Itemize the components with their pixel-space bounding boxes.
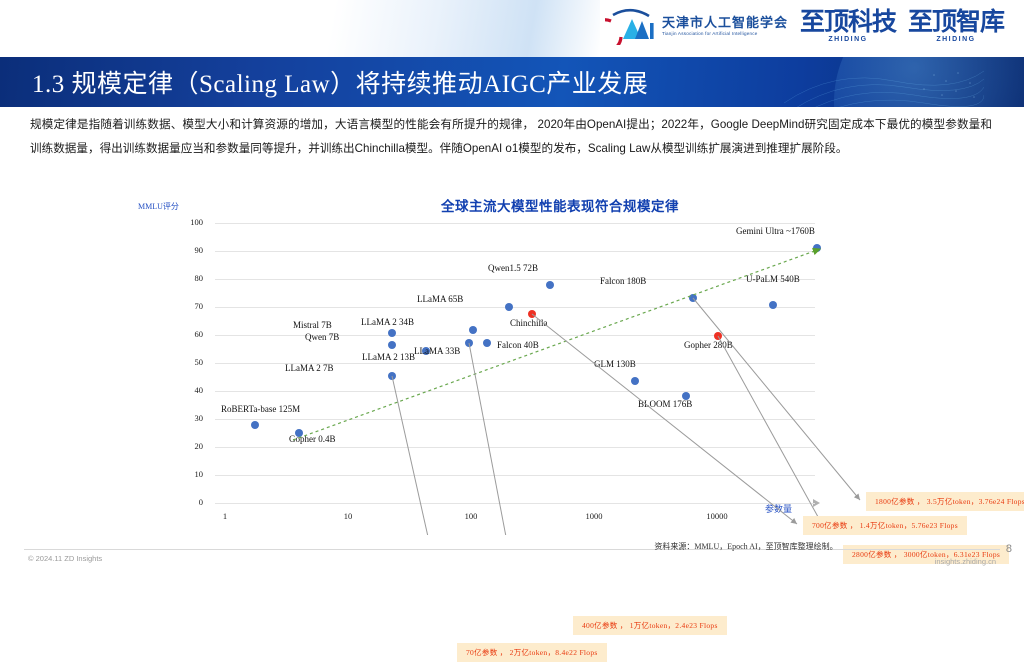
footer-divider — [24, 549, 1000, 550]
data-point-label: Gopher 280B — [684, 340, 733, 350]
data-point-label: GLM 130B — [594, 359, 636, 369]
data-point-label: BLOOM 176B — [638, 399, 693, 409]
data-point-label: U-PaLM 540B — [746, 274, 800, 284]
y-axis-tick: 10 — [194, 469, 204, 479]
data-point — [465, 339, 473, 347]
body-paragraph: 规模定律是指随着训练数据、模型大小和计算资源的增加，大语言模型的性能会有所提升的… — [30, 118, 992, 155]
data-point-label: Mistral 7B — [293, 320, 332, 330]
data-point — [505, 303, 513, 311]
y-axis-tick: 0 — [198, 497, 203, 507]
page-title: 1.3 规模定律（Scaling Law）将持续推动AIGC产业发展 — [32, 71, 649, 98]
y-axis-tick: 100 — [190, 217, 203, 227]
chart-title: 全球主流大模型性能表现符合规模定律 — [441, 199, 679, 214]
y-axis-tick: 30 — [194, 413, 204, 423]
x-axis-tick: 10000 — [706, 511, 728, 521]
y-axis-tick: 50 — [194, 357, 204, 367]
data-point-label: LLaMA 2 34B — [361, 317, 414, 327]
data-point — [388, 341, 396, 349]
header-band: 天津市人工智能学会 Tianjin Association for Artifi… — [0, 0, 1024, 57]
footer-copyright: © 2024.11 ZD Insights — [28, 554, 103, 563]
taai-name-cn: 天津市人工智能学会 — [661, 14, 788, 30]
globe-decoration — [834, 57, 1024, 107]
gridline — [215, 475, 815, 476]
data-point-label: Gopher 0.4B — [289, 434, 336, 444]
data-point — [813, 244, 821, 252]
data-point — [528, 310, 536, 318]
data-point — [546, 281, 554, 289]
data-point-label: LLaMA 33B — [414, 346, 461, 356]
y-axis-tick: 40 — [194, 385, 204, 395]
logo-group: 天津市人工智能学会 Tianjin Association for Artifi… — [587, 7, 1005, 54]
data-point — [714, 332, 722, 340]
annotation-callout: 1800亿参数 ， 3.5万亿token，3.76e24 Flops — [866, 492, 1024, 511]
taai-mark-icon — [587, 7, 657, 54]
zhiding-thinktank-logo: 至顶智库 ZHIDING — [907, 8, 1005, 43]
gridline — [215, 447, 815, 448]
annotation-callout: 70亿参数 ， 2万亿token，8.4e22 Flops — [457, 643, 607, 662]
data-point-label: Falcon 180B — [600, 276, 647, 286]
annotation-callout: 400亿参数 ， 1万亿token，2.4e23 Flops — [573, 616, 727, 635]
scatter-chart: 全球主流大模型性能表现符合规模定律 MMLU评分 参数量 0 10 20 30 40 50… — [130, 195, 1024, 662]
gridline — [215, 391, 815, 392]
data-point — [483, 339, 491, 347]
zhiding-thinktank-name: 至顶智库 — [907, 8, 1005, 36]
y-axis-label: MMLU评分 — [138, 202, 179, 211]
data-point-label: Qwen1.5 72B — [488, 263, 538, 273]
x-axis-tick: 100 — [464, 511, 478, 521]
gridline — [215, 419, 815, 420]
footer-source: 资料来源：MMLU，Epoch AI，至顶智库整理绘制。 — [654, 542, 838, 551]
y-axis-tick: 60 — [194, 329, 204, 339]
taai-name-en: Tianjin Association for Artificial Intel… — [661, 30, 758, 36]
data-point — [769, 301, 777, 309]
gridline — [215, 223, 815, 224]
page-number: 8 — [1005, 543, 1012, 555]
x-axis-tick: 1000 — [585, 511, 603, 521]
gridline — [215, 503, 815, 504]
y-axis-tick: 80 — [194, 273, 204, 283]
plot-area: 0 10 20 30 40 50 60 70 80 90 100 1 10 100 1000 10000 RoB… — [190, 217, 821, 521]
zhiding-thinktank-en: ZHIDING — [936, 35, 976, 43]
data-point — [689, 294, 697, 302]
y-axis-tick: 90 — [194, 245, 204, 255]
slide-title-bar: 1.3 规模定律（Scaling Law）将持续推动AIGC产业发展 — [0, 57, 1024, 107]
zhiding-tech-logo: 至顶科技 ZHIDING — [799, 8, 897, 43]
data-point-label: LLaMA 65B — [417, 294, 464, 304]
gridline — [215, 251, 815, 252]
data-point-label: RoBERTa-base 125M — [221, 404, 301, 414]
mesh-decoration — [784, 70, 984, 107]
data-point — [388, 329, 396, 337]
annotation-callout: 700亿参数 ， 1.4万亿token，5.76e23 Flops — [803, 516, 967, 535]
data-point-label: LLaMA 2 13B — [362, 352, 415, 362]
data-point-label: LLaMA 2 7B — [285, 363, 334, 373]
taai-logo: 天津市人工智能学会 Tianjin Association for Artifi… — [587, 7, 788, 54]
zhiding-tech-en: ZHIDING — [828, 35, 868, 43]
data-point-label: Falcon 40B — [497, 340, 539, 350]
x-axis-tick: 10 — [343, 511, 353, 521]
zhiding-tech-name: 至顶科技 — [799, 8, 897, 36]
header-decoration — [0, 0, 600, 57]
gridline — [215, 279, 815, 280]
data-point-label: Gemini Ultra ~1760B — [736, 226, 815, 236]
y-axis-tick: 70 — [194, 301, 204, 311]
data-point — [469, 326, 477, 334]
data-point — [388, 372, 396, 380]
footer-url: insights.zhiding.cn — [934, 557, 996, 566]
data-point — [251, 421, 259, 429]
x-axis-tick: 1 — [222, 511, 228, 521]
data-point-label: Chinchilla — [510, 318, 548, 328]
y-axis-tick: 20 — [194, 441, 204, 451]
taai-logo-text: 天津市人工智能学会 Tianjin Association for Artifi… — [662, 16, 788, 37]
gridline — [215, 307, 815, 308]
data-point-label: Qwen 7B — [305, 332, 340, 342]
data-point — [631, 377, 639, 385]
